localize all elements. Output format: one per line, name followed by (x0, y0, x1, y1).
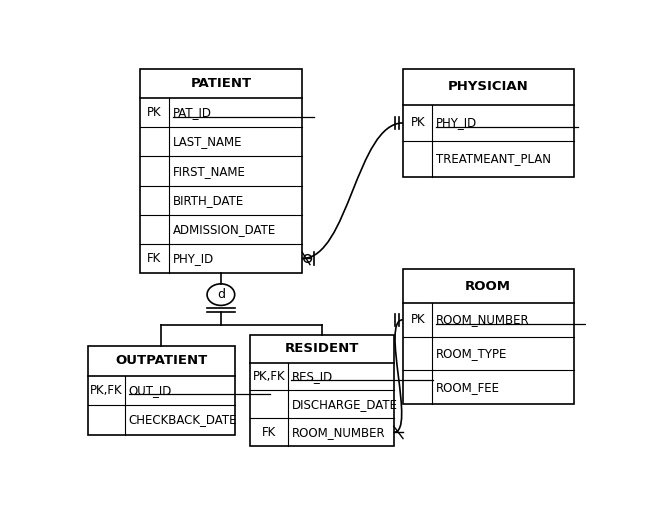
Bar (88, 346, 235, 435)
Text: PK: PK (410, 117, 425, 129)
Text: ROOM_TYPE: ROOM_TYPE (436, 347, 508, 360)
Text: DISCHARGE_DATE: DISCHARGE_DATE (292, 398, 397, 411)
Text: FIRST_NAME: FIRST_NAME (173, 165, 245, 177)
Bar (403, 269, 574, 404)
Text: ROOM: ROOM (465, 280, 511, 293)
Text: ADMISSION_DATE: ADMISSION_DATE (173, 223, 276, 236)
Text: d: d (217, 288, 225, 301)
Text: PHYSICIAN: PHYSICIAN (448, 81, 529, 94)
Text: FK: FK (262, 426, 276, 439)
Text: FK: FK (147, 252, 161, 265)
Text: BIRTH_DATE: BIRTH_DATE (173, 194, 244, 206)
Text: PATIENT: PATIENT (190, 77, 251, 90)
Bar (403, 69, 574, 177)
Text: PHY_ID: PHY_ID (173, 252, 214, 265)
Bar (139, 69, 302, 273)
Text: OUT_ID: OUT_ID (129, 384, 172, 397)
Bar (251, 335, 394, 446)
Text: ROOM_NUMBER: ROOM_NUMBER (436, 313, 530, 326)
Text: TREATMEANT_PLAN: TREATMEANT_PLAN (436, 152, 551, 166)
Text: PHY_ID: PHY_ID (436, 117, 478, 129)
Text: PK,FK: PK,FK (90, 384, 122, 397)
Text: PAT_ID: PAT_ID (173, 106, 212, 119)
Text: RES_ID: RES_ID (292, 370, 333, 383)
Text: ROOM_FEE: ROOM_FEE (436, 381, 501, 393)
Text: ROOM_NUMBER: ROOM_NUMBER (292, 426, 385, 439)
Text: PK,FK: PK,FK (253, 370, 285, 383)
Text: CHECKBACK_DATE: CHECKBACK_DATE (129, 413, 237, 427)
Text: PK: PK (410, 313, 425, 326)
Text: PK: PK (147, 106, 161, 119)
Text: RESIDENT: RESIDENT (285, 342, 359, 355)
Text: LAST_NAME: LAST_NAME (173, 135, 242, 148)
Text: OUTPATIENT: OUTPATIENT (115, 355, 207, 367)
